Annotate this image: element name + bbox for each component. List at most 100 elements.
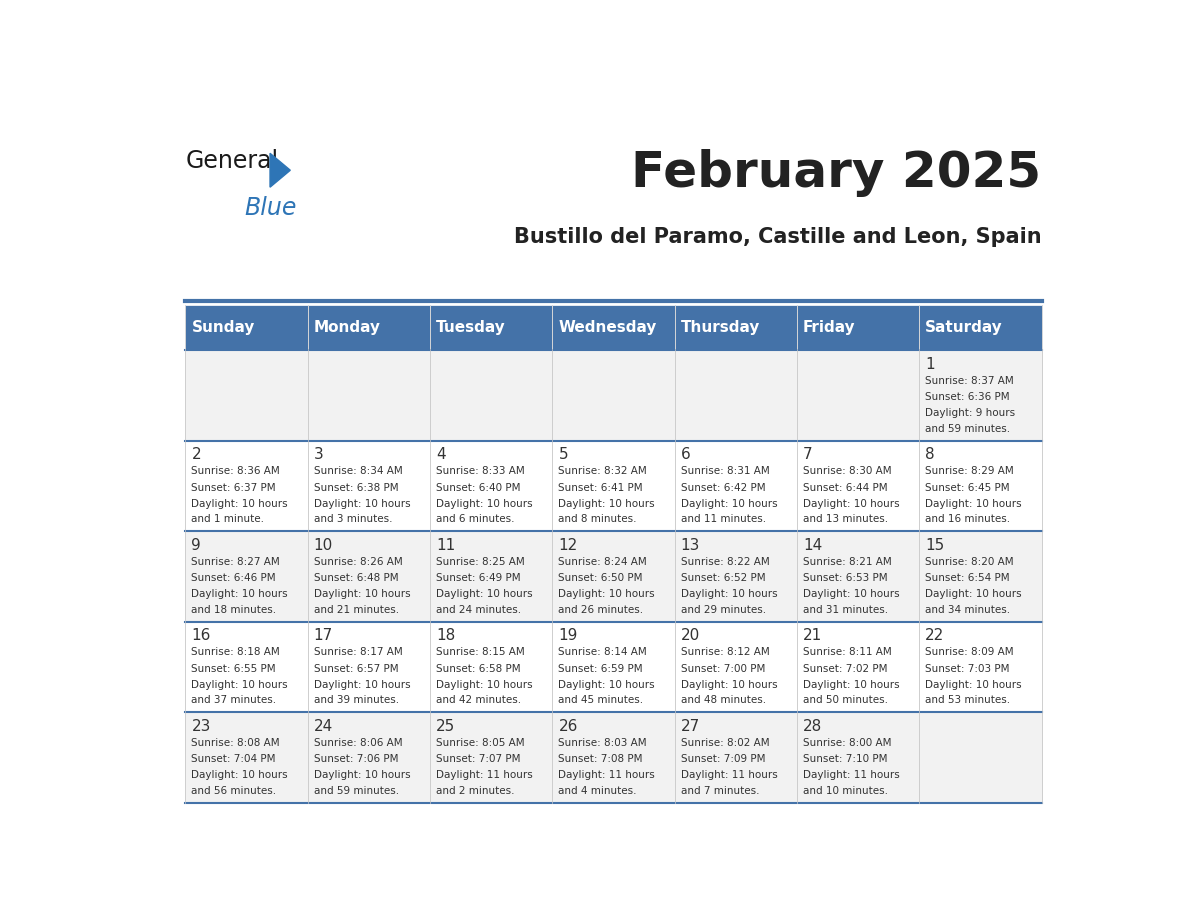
Text: 21: 21 [803, 628, 822, 644]
Text: 27: 27 [681, 719, 700, 733]
Text: Sunrise: 8:06 AM: Sunrise: 8:06 AM [314, 738, 403, 748]
Bar [552, 532, 675, 621]
Text: Sunset: 6:46 PM: Sunset: 6:46 PM [191, 573, 276, 583]
Bar [797, 441, 920, 532]
Text: Sunset: 6:44 PM: Sunset: 6:44 PM [803, 483, 887, 493]
Bar [552, 712, 675, 803]
Bar [552, 621, 675, 712]
Text: Blue: Blue [245, 196, 297, 220]
Bar [308, 351, 430, 441]
Text: Sunset: 6:48 PM: Sunset: 6:48 PM [314, 573, 398, 583]
Bar [185, 441, 308, 532]
Text: 6: 6 [681, 447, 690, 463]
Text: Sunrise: 8:22 AM: Sunrise: 8:22 AM [681, 557, 770, 566]
Text: 17: 17 [314, 628, 333, 644]
Bar [797, 621, 920, 712]
Bar [797, 712, 920, 803]
Bar [185, 621, 308, 712]
Text: Daylight: 10 hours: Daylight: 10 hours [436, 498, 532, 509]
Text: Sunrise: 8:00 AM: Sunrise: 8:00 AM [803, 738, 891, 748]
Bar [308, 712, 430, 803]
Text: Sunrise: 8:11 AM: Sunrise: 8:11 AM [803, 647, 892, 657]
Text: Daylight: 10 hours: Daylight: 10 hours [191, 770, 287, 780]
Text: Sunrise: 8:33 AM: Sunrise: 8:33 AM [436, 466, 525, 476]
Text: and 31 minutes.: and 31 minutes. [803, 605, 889, 615]
Text: Sunset: 6:45 PM: Sunset: 6:45 PM [925, 483, 1010, 493]
Text: Daylight: 10 hours: Daylight: 10 hours [681, 680, 777, 689]
Text: Sunrise: 8:26 AM: Sunrise: 8:26 AM [314, 557, 403, 566]
Text: and 8 minutes.: and 8 minutes. [558, 514, 637, 524]
Text: Sunday: Sunday [191, 320, 254, 335]
Text: Sunset: 6:36 PM: Sunset: 6:36 PM [925, 392, 1010, 402]
Text: Friday: Friday [803, 320, 855, 335]
Text: Sunrise: 8:20 AM: Sunrise: 8:20 AM [925, 557, 1015, 566]
Bar [552, 305, 675, 351]
Text: Sunrise: 8:08 AM: Sunrise: 8:08 AM [191, 738, 280, 748]
Text: Daylight: 10 hours: Daylight: 10 hours [803, 498, 899, 509]
Bar [675, 305, 797, 351]
Polygon shape [270, 153, 290, 187]
Bar [797, 532, 920, 621]
Bar [552, 351, 675, 441]
Text: and 53 minutes.: and 53 minutes. [925, 695, 1011, 705]
Text: Sunrise: 8:30 AM: Sunrise: 8:30 AM [803, 466, 892, 476]
Text: and 59 minutes.: and 59 minutes. [925, 424, 1011, 434]
Text: Sunset: 6:42 PM: Sunset: 6:42 PM [681, 483, 765, 493]
Text: and 42 minutes.: and 42 minutes. [436, 695, 522, 705]
Text: Sunrise: 8:03 AM: Sunrise: 8:03 AM [558, 738, 647, 748]
Text: Sunset: 6:40 PM: Sunset: 6:40 PM [436, 483, 520, 493]
Text: Daylight: 10 hours: Daylight: 10 hours [191, 498, 287, 509]
Text: Daylight: 10 hours: Daylight: 10 hours [191, 680, 287, 689]
Text: Sunrise: 8:36 AM: Sunrise: 8:36 AM [191, 466, 280, 476]
Text: 8: 8 [925, 447, 935, 463]
Text: and 37 minutes.: and 37 minutes. [191, 695, 277, 705]
Text: and 59 minutes.: and 59 minutes. [314, 786, 399, 796]
Text: Sunrise: 8:18 AM: Sunrise: 8:18 AM [191, 647, 280, 657]
Text: Sunrise: 8:09 AM: Sunrise: 8:09 AM [925, 647, 1015, 657]
Text: Sunset: 7:03 PM: Sunset: 7:03 PM [925, 664, 1010, 674]
Text: Sunset: 7:08 PM: Sunset: 7:08 PM [558, 754, 643, 764]
Bar [552, 441, 675, 532]
Text: Daylight: 10 hours: Daylight: 10 hours [558, 498, 655, 509]
Bar [797, 351, 920, 441]
Text: Daylight: 10 hours: Daylight: 10 hours [314, 680, 410, 689]
Bar [675, 712, 797, 803]
Text: Daylight: 10 hours: Daylight: 10 hours [436, 680, 532, 689]
Text: and 1 minute.: and 1 minute. [191, 514, 265, 524]
Text: Daylight: 10 hours: Daylight: 10 hours [558, 680, 655, 689]
Text: Sunset: 6:53 PM: Sunset: 6:53 PM [803, 573, 887, 583]
Bar [675, 532, 797, 621]
Text: and 21 minutes.: and 21 minutes. [314, 605, 399, 615]
Text: Daylight: 11 hours: Daylight: 11 hours [681, 770, 777, 780]
Text: 9: 9 [191, 538, 201, 553]
Bar [430, 621, 552, 712]
Text: Daylight: 10 hours: Daylight: 10 hours [314, 589, 410, 599]
Text: 26: 26 [558, 719, 577, 733]
Text: and 10 minutes.: and 10 minutes. [803, 786, 889, 796]
Bar [920, 351, 1042, 441]
Text: and 39 minutes.: and 39 minutes. [314, 695, 399, 705]
Text: Sunrise: 8:05 AM: Sunrise: 8:05 AM [436, 738, 525, 748]
Text: and 26 minutes.: and 26 minutes. [558, 605, 644, 615]
Text: Tuesday: Tuesday [436, 320, 506, 335]
Text: Sunset: 6:59 PM: Sunset: 6:59 PM [558, 664, 643, 674]
Text: Sunrise: 8:37 AM: Sunrise: 8:37 AM [925, 375, 1015, 386]
Text: and 3 minutes.: and 3 minutes. [314, 514, 392, 524]
Text: Sunset: 6:57 PM: Sunset: 6:57 PM [314, 664, 398, 674]
Bar [430, 532, 552, 621]
Text: Sunset: 6:50 PM: Sunset: 6:50 PM [558, 573, 643, 583]
Text: Sunrise: 8:27 AM: Sunrise: 8:27 AM [191, 557, 280, 566]
Text: Sunset: 6:38 PM: Sunset: 6:38 PM [314, 483, 398, 493]
Text: Monday: Monday [314, 320, 381, 335]
Text: 12: 12 [558, 538, 577, 553]
Text: 4: 4 [436, 447, 446, 463]
Text: 13: 13 [681, 538, 700, 553]
Text: 10: 10 [314, 538, 333, 553]
Text: 14: 14 [803, 538, 822, 553]
Text: Daylight: 10 hours: Daylight: 10 hours [925, 498, 1022, 509]
Text: Bustillo del Paramo, Castille and Leon, Spain: Bustillo del Paramo, Castille and Leon, … [514, 227, 1042, 247]
Text: and 2 minutes.: and 2 minutes. [436, 786, 514, 796]
Text: Sunrise: 8:15 AM: Sunrise: 8:15 AM [436, 647, 525, 657]
Text: Sunset: 6:58 PM: Sunset: 6:58 PM [436, 664, 520, 674]
Text: Daylight: 11 hours: Daylight: 11 hours [436, 770, 533, 780]
